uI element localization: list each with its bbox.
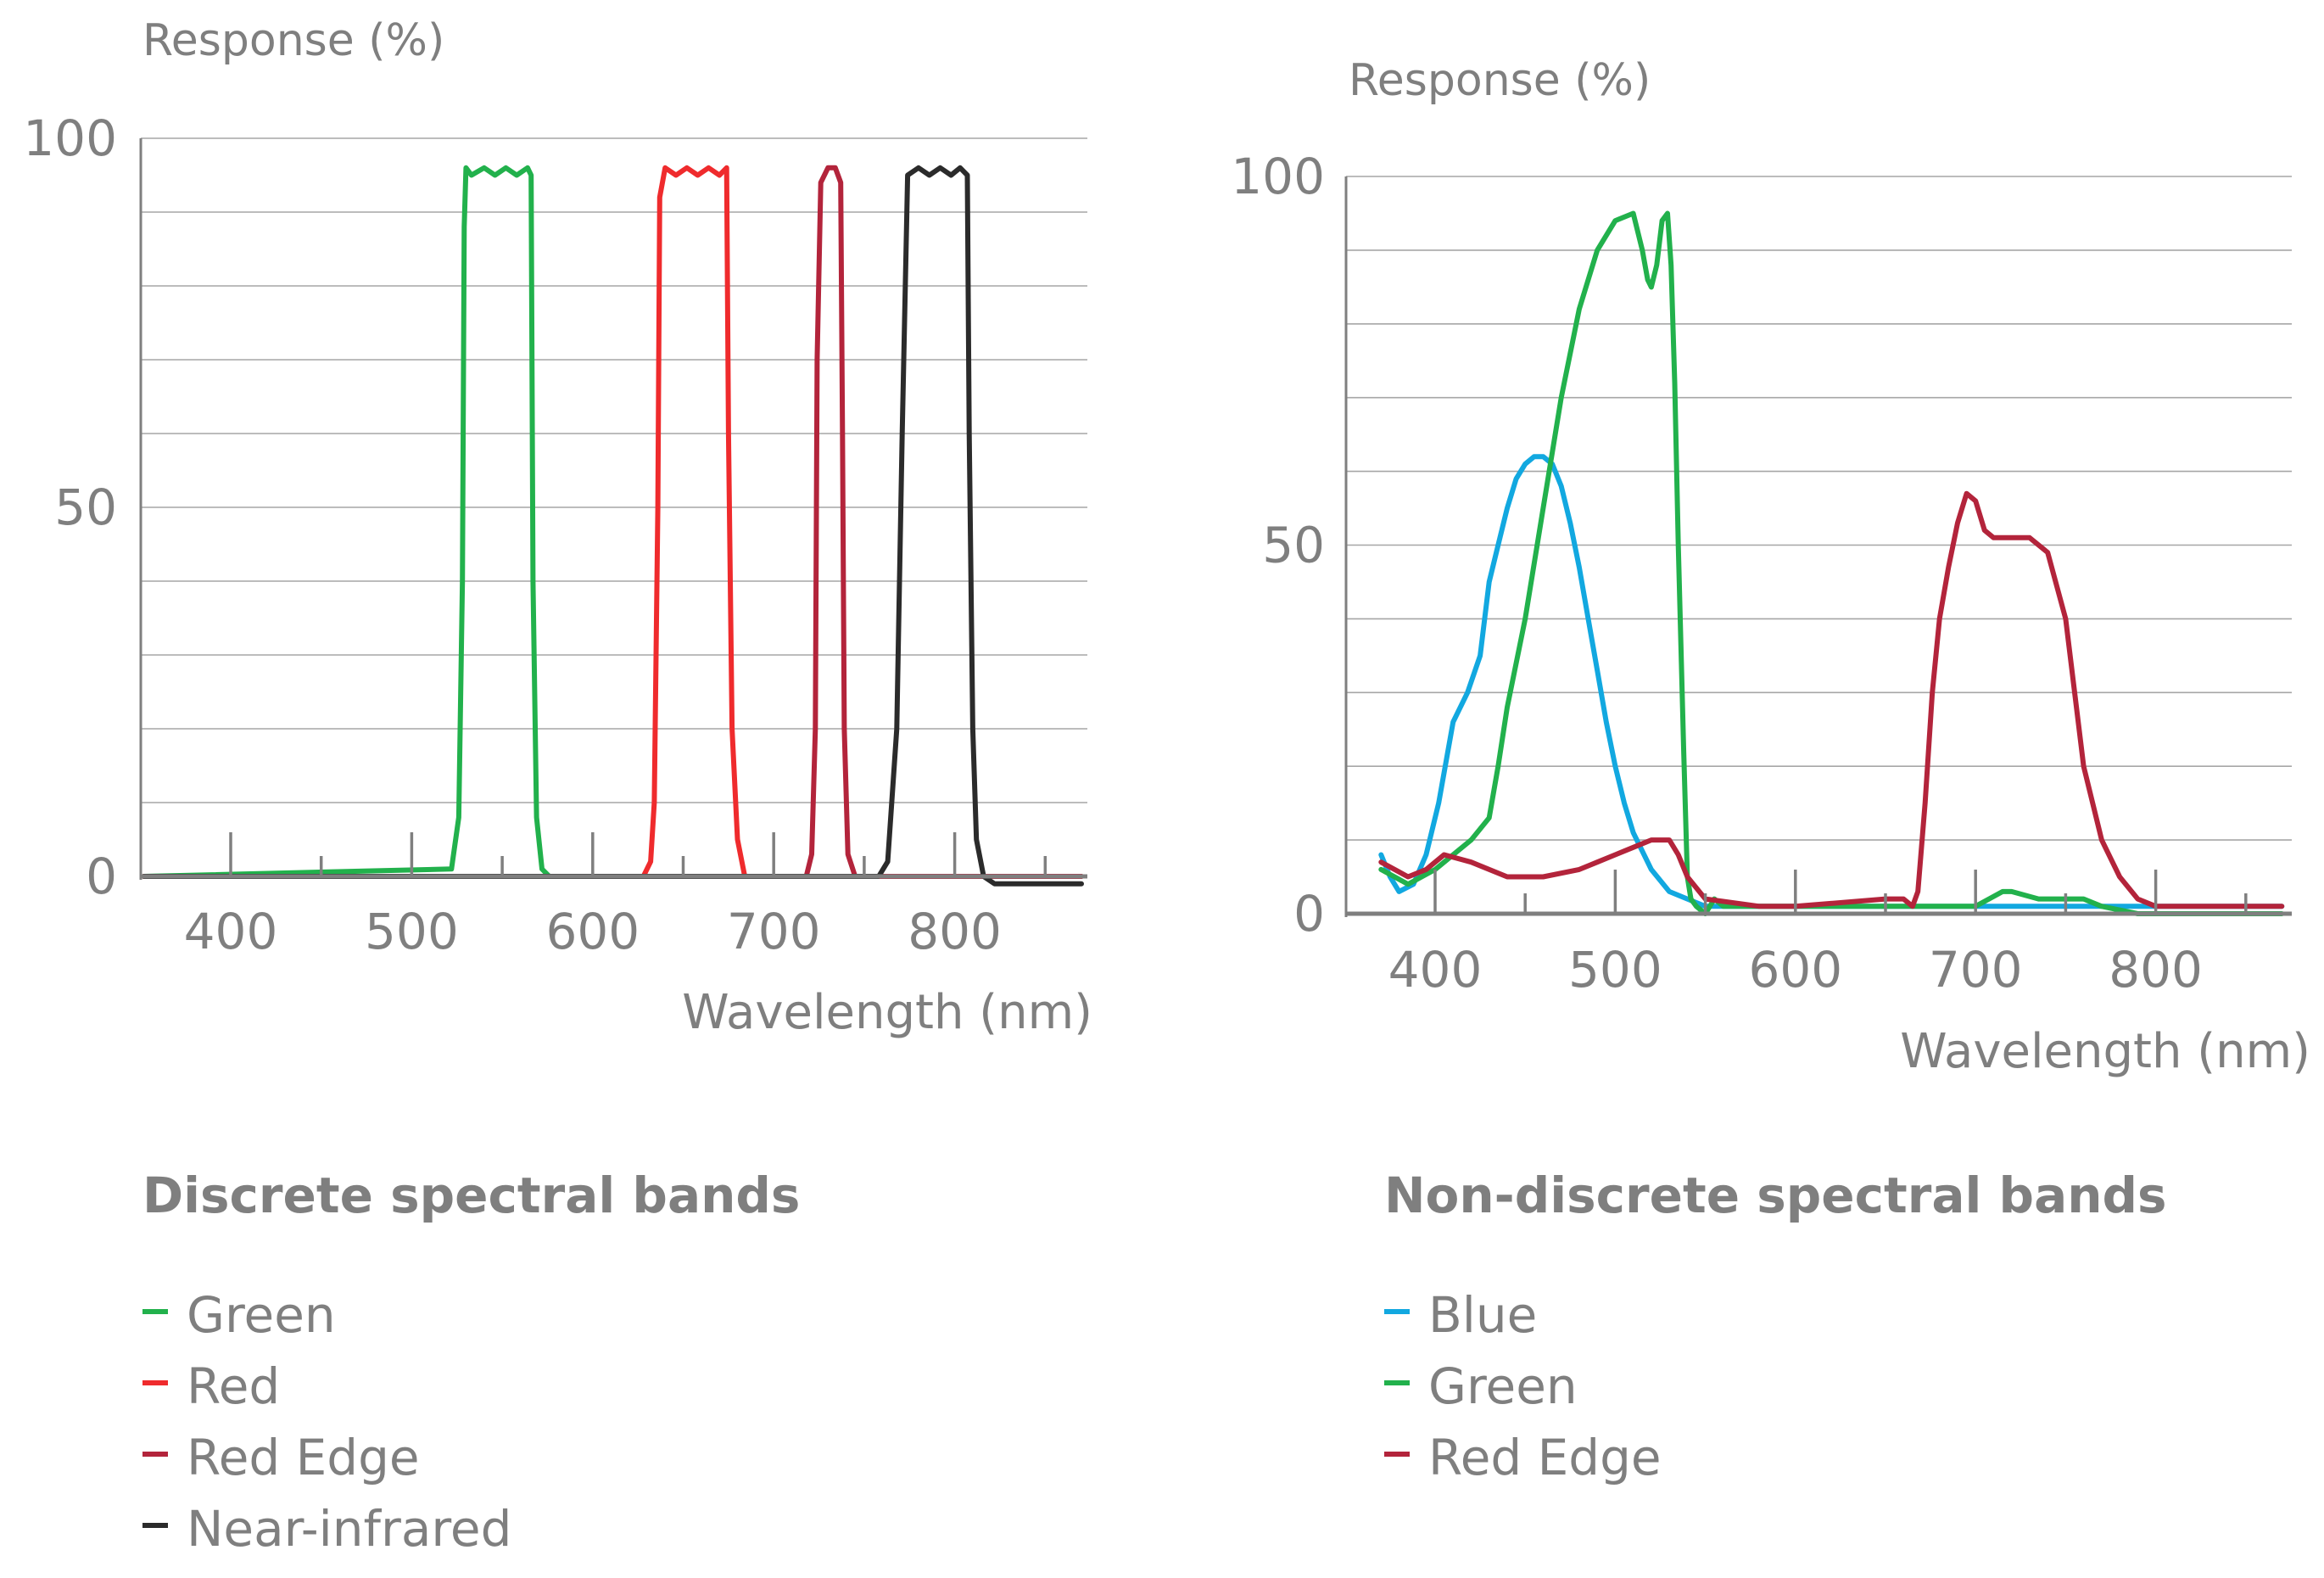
right-x-tick-label: 500	[1568, 941, 1662, 999]
left-series	[141, 165, 1084, 887]
left-series-green	[141, 165, 1084, 879]
left-series-red	[141, 165, 1084, 879]
left-x-tick-label: 800	[908, 903, 1002, 960]
non-discrete-bands-title: Non-discrete spectral bands	[1384, 1167, 2167, 1224]
right-y-axis-title: Response (%)	[1349, 55, 1651, 106]
legend-item-green: Green	[142, 1283, 511, 1354]
legend-label: Green	[187, 1285, 336, 1344]
right-series-blue	[1378, 454, 2285, 909]
left-x-tick-label: 600	[545, 903, 640, 960]
right-x-tick-label: 400	[1388, 941, 1483, 999]
left-y-tick-label: 0	[86, 848, 117, 905]
blue-swatch	[1384, 1308, 1410, 1314]
right-grid	[1346, 176, 2292, 841]
left-series-near-infrared	[141, 165, 1084, 887]
red-edge-swatch	[142, 1451, 168, 1457]
legend-label: Red	[187, 1357, 281, 1415]
right-x-tick-label: 600	[1748, 941, 1842, 999]
discrete-bands-legend: Green Red Red Edge Near-infrared	[142, 1283, 511, 1568]
red-swatch	[142, 1379, 168, 1385]
left-axes: 400 500 600 700 800 0 50 100	[23, 109, 1087, 960]
left-y-tick-label: 50	[54, 478, 117, 536]
right-x-axis-title: Wavelength (nm)	[1900, 1024, 2310, 1079]
right-y-tick-label: 0	[1293, 885, 1325, 943]
right-series-red-edge	[1378, 490, 2285, 909]
discrete-bands-title: Discrete spectral bands	[142, 1167, 801, 1224]
left-x-tick-label: 500	[365, 903, 459, 960]
legend-label: Red Edge	[1428, 1428, 1662, 1486]
left-series-red-edge	[141, 165, 1084, 879]
non-discrete-bands-chart: Response (%) 400 500 600 700 800 0 50 100 Wavel…	[1231, 55, 2310, 1079]
left-x-tick-label: 700	[727, 903, 821, 960]
right-series-green	[1378, 210, 2285, 916]
left-y-tick-label: 100	[23, 109, 117, 167]
left-grid	[141, 137, 1087, 803]
discrete-bands-chart: Response (%) 400 500 600 700 800 0 50 100 Wavel…	[23, 15, 1092, 1040]
right-axes: 400 500 600 700 800 0 50 100	[1231, 148, 2292, 999]
legend-item-red-edge: Red Edge	[1384, 1425, 1662, 1497]
left-x-tick-label: 400	[184, 903, 278, 960]
right-x-tick-label: 800	[2109, 941, 2203, 999]
legend-item-blue: Blue	[1384, 1283, 1662, 1354]
near-infrared-swatch	[142, 1522, 168, 1528]
green-swatch	[1384, 1379, 1410, 1385]
legend-item-red-edge: Red Edge	[142, 1425, 511, 1497]
right-series	[1378, 210, 2285, 916]
red-edge-swatch	[1384, 1451, 1410, 1457]
left-x-axis-title: Wavelength (nm)	[682, 985, 1092, 1040]
right-x-tick-label: 700	[1929, 941, 2023, 999]
legend-item-green: Green	[1384, 1354, 1662, 1425]
legend-label: Near-infrared	[187, 1499, 512, 1558]
non-discrete-bands-legend: Blue Green Red Edge	[1384, 1283, 1662, 1497]
left-y-axis-title: Response (%)	[142, 15, 444, 66]
green-swatch	[142, 1308, 168, 1314]
right-y-tick-label: 100	[1231, 148, 1325, 205]
legend-label: Green	[1428, 1357, 1578, 1415]
legend-label: Blue	[1428, 1285, 1538, 1344]
right-y-tick-label: 50	[1262, 517, 1325, 574]
legend-item-near-infrared: Near-infrared	[142, 1497, 511, 1568]
legend-item-red: Red	[142, 1354, 511, 1425]
legend-label: Red Edge	[187, 1428, 420, 1486]
